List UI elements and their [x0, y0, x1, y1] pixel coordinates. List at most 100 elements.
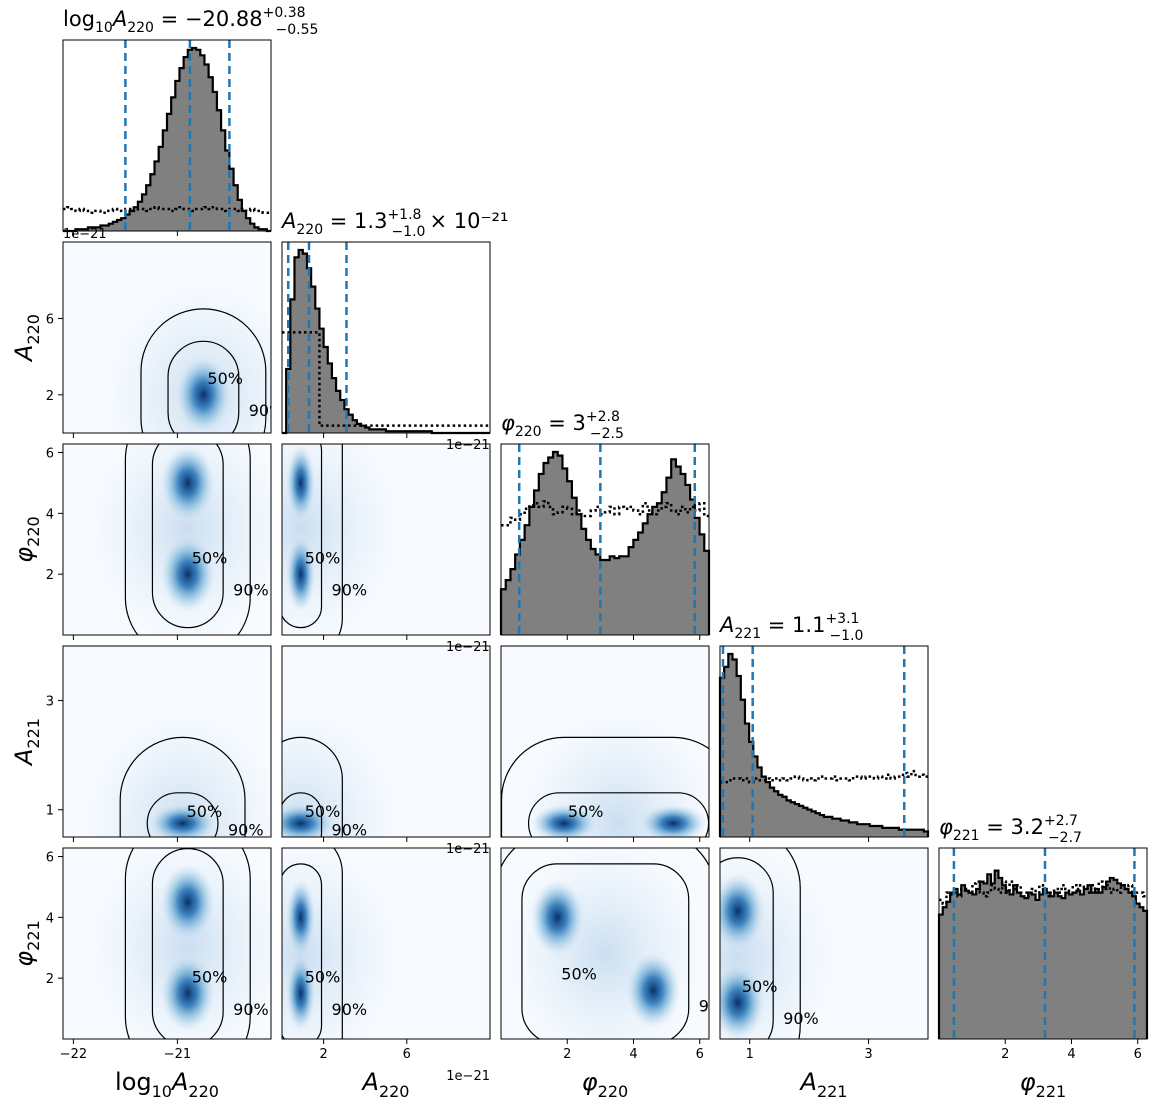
density-panel-phi221-A220: 50% 90%	[281, 847, 491, 1040]
density-mode	[286, 879, 316, 956]
contour-90	[124, 444, 251, 635]
y-axis-label: φ220	[10, 516, 43, 562]
density-panel-phi221-A221: 50% 90%	[719, 847, 929, 1040]
density-mode	[176, 356, 231, 433]
y-axis-label: A220	[10, 314, 43, 363]
x-tick-label: 4	[629, 1047, 637, 1062]
contour-label-90: 90%	[332, 581, 368, 600]
density-panel-phi221-logA220: 50% 90%	[62, 847, 272, 1040]
contour-label-90: 90%	[233, 581, 269, 600]
x-axis-label: φ221	[1020, 1068, 1066, 1101]
density-mode	[626, 952, 681, 1029]
x-tick-label: 6	[403, 1047, 411, 1062]
prior-histogram	[720, 769, 928, 784]
contour-label-50: 50%	[192, 548, 228, 567]
contour-label-50: 50%	[742, 977, 778, 996]
histogram-fill	[63, 48, 271, 231]
density-halo	[82, 708, 271, 837]
histogram-fill	[720, 654, 928, 837]
contour-label-50: 50%	[187, 802, 223, 821]
x-tick-label: 4	[1067, 1047, 1075, 1062]
offset-text: 1e−21	[63, 227, 107, 242]
contour-label-50: 50%	[305, 802, 341, 821]
x-tick-label: 1	[746, 1047, 754, 1062]
density-mode	[720, 964, 765, 1039]
density-panel-A220-logA220: 50% 90%	[62, 241, 285, 434]
histogram-step	[499, 450, 711, 635]
prior-histogram	[282, 331, 490, 427]
contour-label-90: 90%	[228, 821, 264, 840]
panel-frame	[719, 847, 929, 1040]
contour-90	[333, 848, 343, 1039]
contour-label-90: 90%	[332, 1000, 368, 1019]
diag-panel-phi220: φ220 = 3+2.8 −2.5	[499, 409, 711, 636]
y-tick-label: 6	[46, 851, 54, 866]
contour-50	[521, 863, 690, 1039]
contour-label-50: 50%	[561, 965, 597, 984]
panel-frame	[281, 645, 491, 838]
x-tick-label: −21	[164, 1047, 191, 1062]
contour-90	[282, 736, 343, 837]
density-mode	[160, 955, 215, 1032]
y-axis-label: A221	[10, 718, 43, 767]
contour-label-90: 90%	[233, 1000, 269, 1019]
y-tick-label: 2	[46, 568, 54, 583]
panel-frame	[500, 645, 710, 838]
panel-title: φ220 = 3+2.8 −2.5	[501, 409, 624, 442]
y-tick-label: 4	[46, 507, 54, 522]
histogram-fill	[501, 452, 709, 635]
density-mode	[530, 879, 585, 956]
density-mode	[286, 444, 316, 522]
panel-frame	[281, 241, 491, 434]
prior-histogram	[939, 880, 1147, 905]
offset-text: 1e−21	[446, 640, 490, 655]
density-mode	[530, 804, 598, 837]
density-panel-A221-A220: 50%90%	[281, 645, 491, 838]
contour-label-50: 50%	[568, 802, 604, 821]
density-mode	[286, 535, 316, 613]
contour-label-50: 50%	[305, 968, 341, 987]
panel-frame	[281, 443, 491, 636]
density-panel-phi220-A220: 50% 90%	[281, 443, 491, 636]
x-offset-text: 1e−21	[446, 1069, 490, 1084]
panel-frame	[281, 847, 491, 1040]
histogram-step	[718, 652, 930, 837]
contour-50	[282, 863, 323, 1039]
contour-90	[140, 308, 267, 433]
density-mode	[720, 873, 765, 950]
density-panel-A221-logA220: 50% 90%	[62, 645, 272, 840]
x-tick-label: 2	[319, 1047, 327, 1062]
panel-frame	[62, 241, 272, 434]
panel-title: A221 = 1.1+3.1 −1.0	[718, 611, 863, 644]
offset-text: 1e−21	[446, 438, 490, 453]
panel-title: log10A220 = −20.88+0.38 −0.55	[63, 5, 318, 38]
y-tick-label: 2	[46, 972, 54, 987]
x-tick-label: 3	[864, 1047, 872, 1062]
diag-panel-logA220: log10A220 = −20.88+0.38 −0.55	[62, 5, 318, 233]
contour-label-50: 50%	[207, 369, 243, 388]
panel-frame	[62, 847, 272, 1040]
y-tick-label: 2	[46, 389, 54, 404]
density-halo	[505, 848, 706, 1039]
contour-90	[501, 736, 709, 837]
contour-50	[151, 444, 224, 629]
density-panel-phi221-phi220: 50% 90%	[500, 847, 735, 1040]
diag-panel-phi221: φ221 = 3.2+2.7 −2.7	[937, 813, 1149, 1040]
contour-label-90: 90%	[699, 997, 735, 1016]
histogram-fill	[282, 250, 490, 433]
contour-50	[151, 848, 224, 1039]
contour-label-90: 90%	[249, 401, 285, 420]
histogram-fill	[939, 870, 1147, 1039]
panel-frame	[62, 443, 272, 636]
contour-50	[167, 340, 240, 433]
x-axis-label: log10A220	[115, 1068, 219, 1101]
panel-title: A220 = 1.3+1.8 −1.0 × 10⁻²¹	[280, 207, 508, 240]
contour-50	[720, 857, 774, 1039]
contour-label-50: 50%	[192, 968, 228, 987]
density-mode	[160, 535, 215, 613]
x-tick-label: 2	[563, 1047, 571, 1062]
y-axis-label: φ221	[10, 920, 43, 966]
contour-label-50: 50%	[305, 548, 341, 567]
y-tick-label: 4	[46, 911, 54, 926]
x-axis-label: A220	[361, 1068, 410, 1101]
